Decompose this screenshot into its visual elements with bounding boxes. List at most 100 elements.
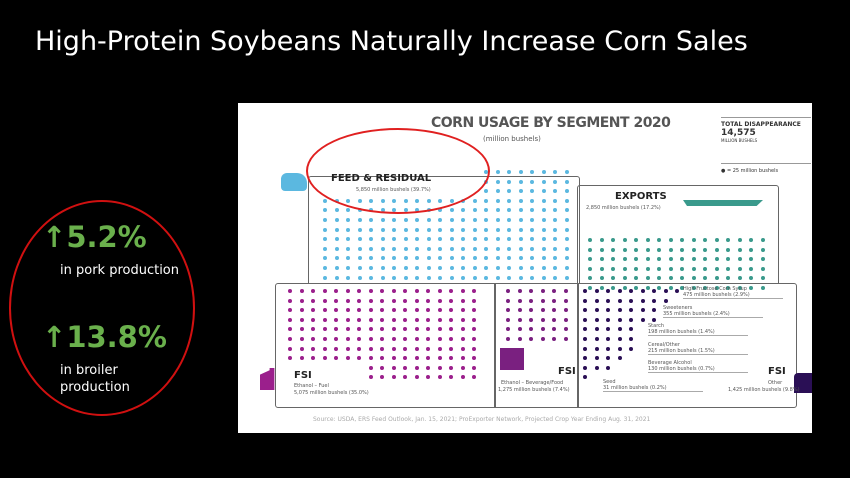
unit-dot [540, 308, 545, 313]
unit-dot [346, 237, 350, 242]
unit-dot [563, 308, 568, 313]
unit-dot [495, 189, 500, 194]
unit-dot [714, 276, 719, 281]
unit-dot [368, 337, 373, 341]
unit-dot [369, 237, 373, 242]
unit-dot [472, 356, 476, 361]
unit-dot [495, 170, 500, 174]
unit-dot [530, 227, 534, 232]
other-use-item: Seed 31 million bushels (0.2%) [603, 379, 703, 392]
total-label: TOTAL DISAPPEARANCE [721, 121, 801, 128]
unit-dot [714, 238, 719, 242]
unit-dot [449, 218, 454, 222]
unit-dot [460, 317, 465, 322]
unit-dot [629, 308, 633, 313]
unit-dot [495, 275, 500, 280]
unit-dot [518, 198, 523, 203]
fsi-food-amount: 1,275 million bushels (7.4%) [498, 387, 570, 393]
unit-dot [472, 327, 476, 332]
unit-dot [622, 238, 627, 242]
fsi-food-detail: Ethanol – Beverage/Food [501, 380, 564, 386]
unit-dot [541, 275, 546, 280]
unit-dot [703, 247, 707, 252]
unit-dot [588, 238, 592, 242]
total-unit: MILLION BUSHELS [721, 138, 758, 143]
unit-dot [663, 289, 668, 293]
unit-dot [703, 286, 707, 290]
unit-dot [288, 298, 292, 303]
unit-dot [345, 289, 350, 293]
factory-icon [500, 348, 524, 370]
unit-dot [357, 266, 362, 270]
unit-dot [714, 286, 719, 290]
unit-dot [668, 247, 673, 252]
ship-icon [683, 200, 763, 206]
unit-dot [640, 298, 645, 303]
fsi-fuel-detail: Ethanol – Fuel [294, 383, 329, 389]
stat-broiler: ↑13.8% [42, 320, 167, 354]
unit-dot [541, 208, 546, 213]
unit-dot [680, 247, 684, 252]
unit-dot [357, 346, 361, 351]
unit-dot [563, 298, 568, 303]
unit-dot [737, 238, 742, 242]
unit-dot [449, 275, 454, 280]
unit-dot [414, 365, 419, 370]
unit-dot [403, 317, 407, 322]
unit-dot [299, 289, 304, 293]
unit-dot [334, 317, 338, 322]
unit-dot [714, 257, 719, 262]
unit-dot [369, 246, 373, 251]
unit-dot [461, 275, 465, 280]
unit-dot [299, 317, 304, 322]
unit-dot [438, 227, 442, 232]
other-use-detail: 31 million bushels (0.2%) [603, 384, 667, 391]
unit-dot [530, 256, 534, 261]
unit-dot [323, 198, 327, 203]
unit-dot [529, 327, 533, 332]
unit-dot [334, 256, 339, 261]
other-use-detail: 130 million bushels (0.7%) [648, 366, 715, 372]
unit-dot [437, 327, 442, 332]
unit-dot [368, 308, 373, 313]
unit-dot [415, 256, 419, 261]
unit-dot [403, 246, 408, 251]
unit-dot [617, 346, 622, 351]
other-use-name: Cereal/Other [648, 341, 680, 348]
unit-dot [460, 327, 465, 332]
unit-dot [617, 317, 622, 322]
unit-dot [449, 327, 453, 332]
unit-dot [357, 246, 362, 251]
unit-dot [517, 308, 522, 313]
unit-dot [552, 289, 556, 293]
unit-dot [415, 246, 419, 251]
unit-dot [680, 276, 684, 281]
unit-dot [334, 356, 338, 361]
unit-dot [403, 308, 407, 313]
unit-dot [506, 308, 510, 313]
unit-dot [403, 227, 408, 232]
unit-dot [714, 247, 719, 252]
other-use-name: Starch [648, 323, 665, 329]
unit-dot [760, 247, 765, 252]
unit-dot [634, 257, 638, 262]
unit-dot [553, 237, 557, 242]
unit-dot [529, 317, 533, 322]
unit-dot [288, 346, 292, 351]
unit-dot [691, 238, 696, 242]
unit-dot [606, 346, 610, 351]
unit-dot [323, 275, 327, 280]
slide-title: High-Protein Soybeans Naturally Increase… [35, 26, 748, 57]
unit-dot [583, 298, 587, 303]
unit-dot [437, 375, 442, 380]
unit-dot [583, 308, 587, 313]
unit-dot [426, 375, 430, 380]
unit-dot [426, 337, 430, 341]
unit-dot [299, 298, 304, 303]
unit-dot [426, 246, 431, 251]
unit-dot [518, 275, 523, 280]
unit-dot [437, 289, 442, 293]
unit-dot [299, 327, 304, 332]
unit-dot [322, 317, 327, 322]
unit-dot [760, 266, 765, 271]
